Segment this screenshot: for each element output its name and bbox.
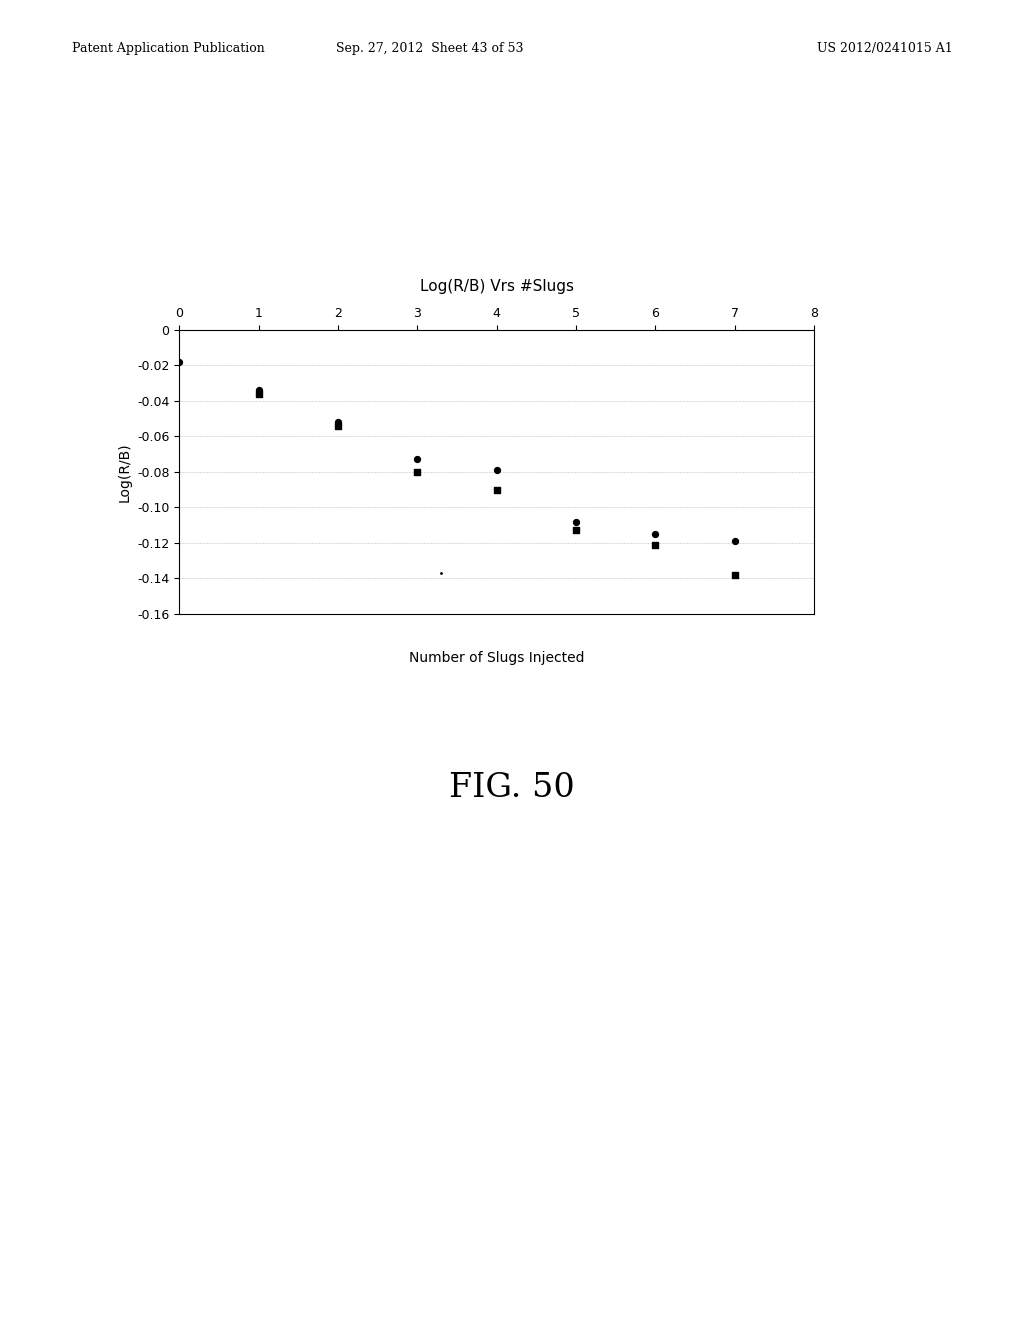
Point bbox=[409, 449, 426, 470]
Point bbox=[330, 416, 346, 437]
Point bbox=[250, 380, 266, 401]
Point bbox=[726, 564, 742, 585]
Title: Log(R/B) Vrs #Slugs: Log(R/B) Vrs #Slugs bbox=[420, 279, 573, 294]
Point bbox=[488, 459, 505, 480]
Point bbox=[433, 562, 450, 583]
Point bbox=[567, 511, 584, 532]
Point bbox=[488, 479, 505, 500]
Point bbox=[409, 461, 426, 482]
Text: US 2012/0241015 A1: US 2012/0241015 A1 bbox=[816, 42, 952, 55]
Text: FIG. 50: FIG. 50 bbox=[450, 772, 574, 804]
Text: Number of Slugs Injected: Number of Slugs Injected bbox=[409, 651, 585, 665]
Y-axis label: Log(R/B): Log(R/B) bbox=[118, 442, 131, 502]
Point bbox=[647, 524, 664, 545]
Text: Sep. 27, 2012  Sheet 43 of 53: Sep. 27, 2012 Sheet 43 of 53 bbox=[336, 42, 524, 55]
Point bbox=[726, 531, 742, 552]
Point bbox=[647, 535, 664, 556]
Text: Patent Application Publication: Patent Application Publication bbox=[72, 42, 264, 55]
Point bbox=[330, 412, 346, 433]
Point bbox=[567, 520, 584, 541]
Point bbox=[171, 351, 187, 372]
Point bbox=[250, 383, 266, 404]
